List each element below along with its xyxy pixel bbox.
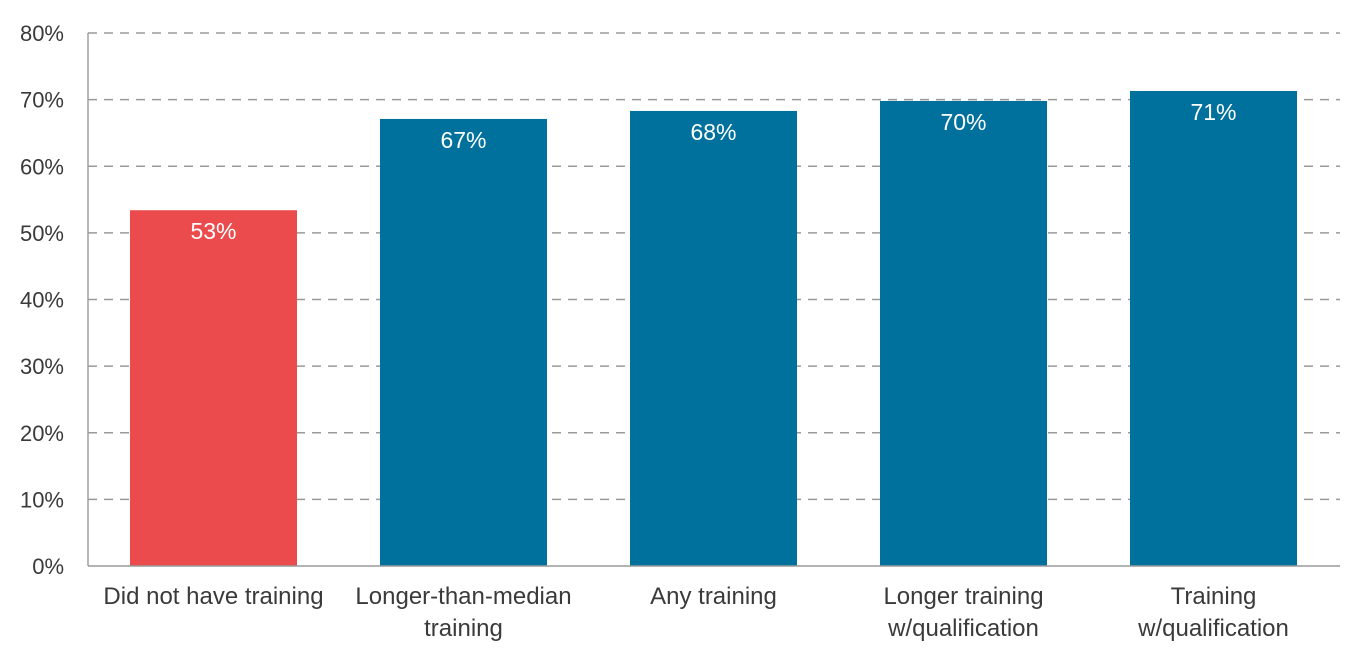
category-label: Longer training	[883, 583, 1043, 610]
data-label-1: 53%	[190, 218, 236, 244]
y-tick-label: 60%	[20, 154, 64, 179]
bar-4	[880, 100, 1047, 567]
data-label-2: 67%	[440, 127, 486, 153]
data-label-4: 70%	[940, 109, 986, 135]
bar-3	[630, 110, 797, 567]
y-tick-label: 40%	[20, 288, 64, 313]
category-label: Longer-than-median	[355, 583, 571, 610]
y-tick-label: 20%	[20, 421, 64, 446]
data-label-5: 71%	[1190, 99, 1236, 125]
y-tick-label: 50%	[20, 221, 64, 246]
y-tick-label: 70%	[20, 88, 64, 113]
category-label: training	[424, 615, 503, 642]
y-axis-ticks: 0% 10% 20% 30% 40% 50% 60% 70% 80%	[20, 21, 64, 579]
bar-2	[380, 118, 547, 566]
data-labels: 53% 67% 68% 70% 71%	[190, 99, 1236, 244]
data-label-3: 68%	[690, 119, 736, 145]
y-tick-label: 0%	[32, 554, 64, 579]
category-label: w/qualification	[887, 615, 1039, 642]
bars	[130, 90, 1297, 567]
category-label: w/qualification	[1137, 615, 1289, 642]
category-label: Any training	[650, 583, 777, 610]
bar-5	[1130, 90, 1297, 567]
y-tick-label: 30%	[20, 354, 64, 379]
y-tick-label: 10%	[20, 487, 64, 512]
category-label: Training	[1171, 583, 1257, 610]
x-axis-categories: Did not have training Longer-than-median t…	[103, 583, 1288, 642]
category-label: Did not have training	[103, 583, 323, 610]
y-tick-label: 80%	[20, 21, 64, 46]
bar-1	[130, 210, 297, 566]
